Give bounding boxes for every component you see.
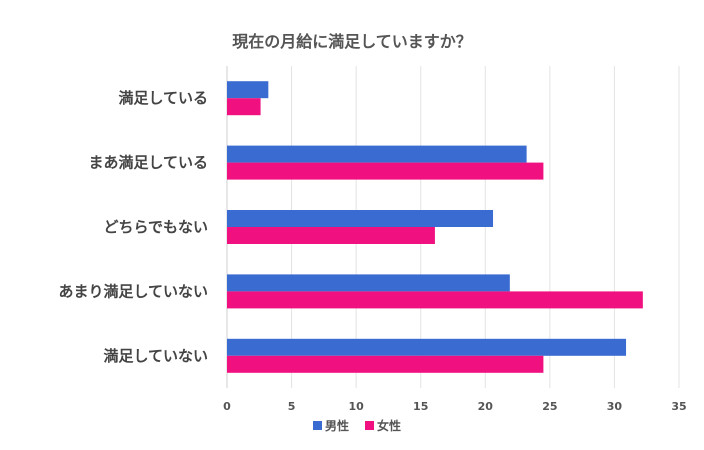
x-tick-label: 5 bbox=[288, 400, 296, 413]
x-tick-label: 30 bbox=[607, 400, 623, 413]
x-tick-label: 35 bbox=[671, 400, 686, 413]
x-tick-label: 20 bbox=[478, 400, 494, 413]
category-label: まあ満足している bbox=[88, 154, 208, 172]
category-label: 満足していない bbox=[103, 347, 208, 365]
bar-female bbox=[227, 98, 261, 116]
category-label: あまり満足していない bbox=[58, 282, 208, 300]
bars bbox=[227, 81, 643, 373]
category-label: 満足している bbox=[118, 89, 208, 107]
bar-female bbox=[227, 162, 544, 180]
legend-swatch bbox=[313, 421, 322, 430]
legend-label: 男性 bbox=[325, 418, 349, 433]
x-tick-label: 10 bbox=[348, 400, 364, 413]
x-tick-label: 15 bbox=[413, 400, 428, 413]
bar-female bbox=[227, 227, 435, 244]
x-tick-label: 0 bbox=[223, 400, 231, 413]
bar-male bbox=[227, 274, 510, 292]
legend: 男性 女性 bbox=[313, 418, 401, 433]
category-label: どちらでもない bbox=[103, 218, 208, 236]
bar-female bbox=[227, 355, 544, 373]
bar-male bbox=[227, 81, 269, 99]
legend-swatch bbox=[365, 421, 374, 430]
bar-female bbox=[227, 291, 643, 309]
chart-title: 現在の月給に満足していますか？ bbox=[232, 32, 472, 51]
x-tick-labels: 0 5 10 15 20 25 30 35 bbox=[223, 400, 686, 413]
bar-male bbox=[227, 145, 527, 163]
bar-male bbox=[227, 210, 494, 227]
legend-label: 女性 bbox=[377, 418, 401, 433]
x-tick-label: 25 bbox=[542, 400, 557, 413]
bar-male bbox=[227, 338, 627, 356]
